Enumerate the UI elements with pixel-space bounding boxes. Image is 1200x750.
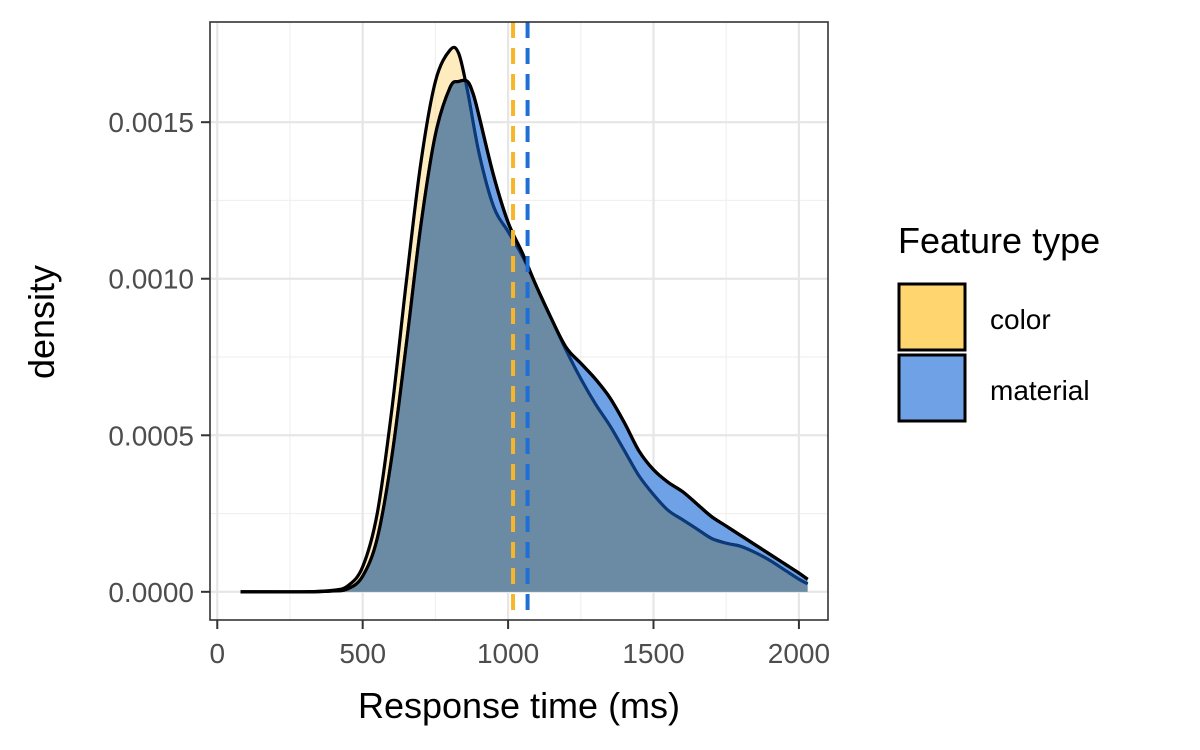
x-tick-label: 2000 (768, 638, 830, 669)
y-tick-label: 0.0000 (108, 577, 194, 608)
legend-key-material (897, 353, 967, 423)
x-axis: 0 500 1000 1500 2000 (209, 620, 830, 669)
density-overlap-area (240, 80, 808, 592)
x-tick-label: 500 (339, 638, 386, 669)
x-tick-label: 0 (209, 638, 225, 669)
plot-panel-border (209, 21, 829, 621)
x-axis-title: Response time (ms) (358, 685, 680, 726)
y-tick-label: 0.0010 (108, 264, 194, 295)
legend-label-color: color (990, 304, 1051, 335)
mean-lines (511, 22, 530, 620)
legend-key-color (897, 282, 967, 352)
x-tick-label: 1500 (622, 638, 684, 669)
legend: Feature type color material (897, 220, 1100, 423)
legend-label-material: material (990, 375, 1090, 406)
x-tick-label: 1000 (477, 638, 539, 669)
density-outline-material-top (240, 78, 809, 594)
y-tick-label: 0.0005 (108, 420, 194, 451)
y-axis-title: density (21, 265, 62, 379)
y-axis: 0.0000 0.0005 0.0010 0.0015 (108, 107, 210, 608)
density-areas (240, 45, 809, 594)
y-tick-label: 0.0015 (108, 107, 194, 138)
legend-title: Feature type (898, 220, 1100, 261)
